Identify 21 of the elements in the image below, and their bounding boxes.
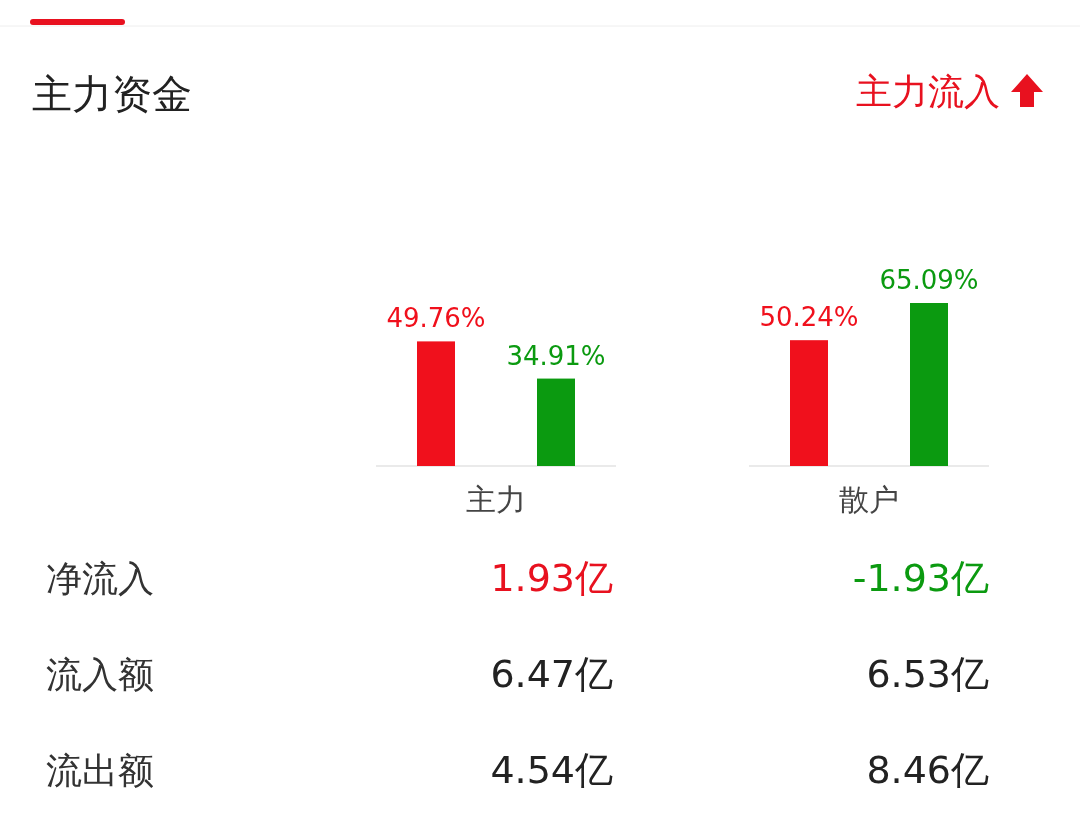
bar xyxy=(537,378,575,466)
data-label: 50.24% xyxy=(759,302,859,333)
text: 6.53亿 xyxy=(866,652,989,696)
text: 主力流入 xyxy=(856,71,1000,112)
text: 1.93亿 xyxy=(490,556,613,600)
text: 4.54亿 xyxy=(490,748,613,792)
text: 8.46亿 xyxy=(866,748,989,792)
bar xyxy=(790,340,828,466)
bar xyxy=(910,303,948,466)
text: 流出额 xyxy=(46,750,154,791)
text: -1.93亿 xyxy=(852,556,989,600)
text: 6.47亿 xyxy=(490,652,613,696)
x-tick-label: 主力 xyxy=(466,482,526,517)
text: 净流入 xyxy=(46,558,154,599)
x-tick-label: 散户 xyxy=(839,482,899,517)
chart-title: 主力资金 xyxy=(32,71,192,117)
data-label: 65.09% xyxy=(879,265,979,295)
data-label: 49.76% xyxy=(386,303,486,334)
bar xyxy=(417,341,455,466)
data-label: 34.91% xyxy=(506,340,606,371)
text: 流入额 xyxy=(46,654,154,695)
